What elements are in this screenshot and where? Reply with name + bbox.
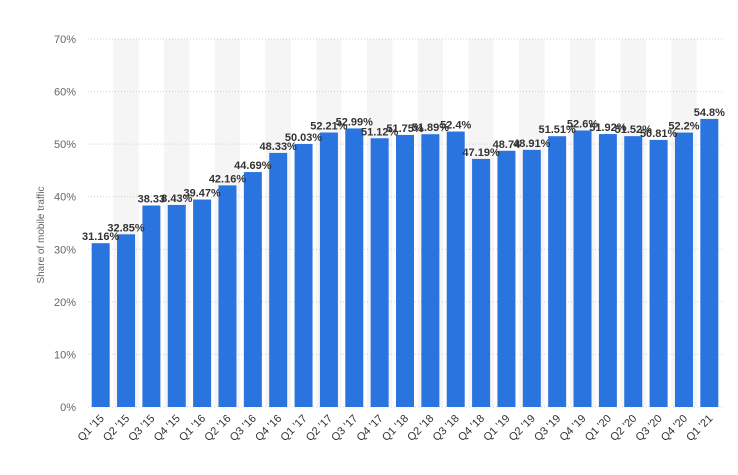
data-label: 31.16%: [82, 231, 120, 243]
bar-Q2 '20: [624, 136, 643, 408]
x-tick-label: Q3 '18: [431, 413, 462, 444]
data-label: 47.19%: [462, 147, 500, 159]
x-tick-label: Q3 '16: [228, 413, 259, 444]
x-tick-label: Q2 '19: [507, 413, 538, 444]
y-axis-ticks: 0% 10% 20% 30% 40% 50% 60% 70%: [54, 34, 76, 414]
y-axis-label: Share of mobile traffic: [36, 186, 47, 283]
data-label: 44.69%: [234, 160, 272, 172]
x-tick-label: Q1 '21: [684, 413, 715, 444]
x-tick-label: Q3 '19: [532, 413, 563, 444]
x-tick-label: Q4 '17: [355, 413, 386, 444]
bar-Q4 '18: [472, 158, 491, 407]
bar-Q4 '20: [674, 132, 693, 407]
x-tick-label: Q4 '15: [152, 413, 183, 444]
bar-Q2 '17: [319, 132, 338, 407]
bar-Q3 '15: [142, 205, 161, 407]
bar-Q4 '16: [269, 152, 288, 407]
data-label: 52.21%: [310, 121, 348, 133]
data-label: 39.47%: [183, 188, 221, 200]
data-label: 52.99%: [336, 116, 374, 128]
x-tick-label: Q4 '18: [456, 413, 487, 444]
data-label: 42.16%: [209, 173, 247, 185]
data-label: 38.33: [138, 193, 166, 205]
x-tick-label: Q2 '16: [202, 413, 233, 444]
x-tick-label: Q4 '16: [253, 413, 284, 444]
bar-Q4 '19: [573, 130, 592, 407]
data-labels: 31.16%32.85% 38.338.43%39.47% 42.16%44.69%…: [82, 107, 725, 243]
data-label: 51.92%: [589, 122, 627, 134]
x-tick-label: Q1 '17: [279, 413, 310, 444]
x-tick-label: Q2 '18: [405, 413, 436, 444]
data-label: 52.2%: [668, 121, 699, 133]
bar-Q2 '19: [522, 149, 541, 407]
bar-Q4 '15: [167, 204, 186, 407]
y-tick-label: 30%: [54, 244, 76, 256]
x-tick-label: Q3 '20: [634, 413, 665, 444]
data-label: 48.74: [493, 139, 521, 151]
data-label: 51.75%: [386, 123, 424, 135]
bar-Q1 '21: [700, 118, 719, 407]
y-tick-label: 60%: [54, 87, 76, 99]
bar-Q1 '16: [193, 199, 212, 407]
x-tick-label: Q2 '20: [608, 413, 639, 444]
y-tick-label: 50%: [54, 139, 76, 151]
bar-Q3 '20: [649, 139, 668, 407]
x-tick-label: Q4 '19: [557, 413, 588, 444]
data-label: 52.4%: [440, 120, 471, 132]
y-tick-label: 0%: [60, 402, 76, 414]
x-tick-label: Q1 '16: [177, 413, 208, 444]
x-tick-label: Q3 '17: [329, 413, 360, 444]
y-tick-label: 70%: [54, 34, 76, 46]
bar-Q2 '16: [218, 185, 237, 407]
x-tick-label: Q1 '18: [380, 413, 411, 444]
data-label: 8.43%: [161, 193, 192, 205]
bar-Q4 '17: [370, 138, 389, 407]
data-label: 54.8%: [694, 107, 725, 119]
data-label: 51.52%: [615, 124, 653, 136]
x-tick-label: Q2 '17: [304, 413, 335, 444]
x-tick-label: Q1 '20: [583, 413, 614, 444]
bar-Q1 '20: [598, 134, 617, 408]
bars: [91, 118, 719, 408]
y-tick-label: 10%: [54, 349, 76, 361]
data-label: 50.03%: [285, 132, 323, 144]
y-tick-label: 20%: [54, 297, 76, 309]
bar-Q1 '18: [396, 134, 414, 407]
x-tick-label: Q3 '15: [126, 413, 157, 444]
x-tick-label: Q1 '15: [76, 413, 107, 444]
data-label: 32.85%: [107, 222, 145, 234]
data-label: 48.33%: [260, 141, 298, 153]
data-label: 48.91%: [513, 138, 551, 150]
bar-Q1 '15: [91, 243, 110, 407]
data-label: 52.6%: [567, 118, 598, 130]
bar-Q2 '18: [421, 134, 440, 408]
y-tick-label: 40%: [54, 192, 76, 204]
bar-Q3 '16: [243, 172, 262, 407]
x-tick-label: Q2 '15: [101, 413, 132, 444]
x-tick-label: Q4 '20: [659, 413, 690, 444]
bar-Q2 '15: [117, 234, 136, 407]
bar-Q3 '19: [548, 136, 567, 407]
bar-Q3 '17: [345, 128, 364, 407]
bar-Q1 '17: [294, 143, 313, 407]
bar-Q1 '19: [497, 150, 516, 408]
data-label: 50.81%: [640, 128, 678, 140]
data-label: 51.89%: [412, 122, 450, 134]
x-tick-label: Q1 '19: [481, 413, 512, 444]
data-label: 51.51%: [539, 124, 577, 136]
data-label: 51.12%: [361, 126, 399, 138]
bar-Q3 '18: [446, 131, 465, 408]
